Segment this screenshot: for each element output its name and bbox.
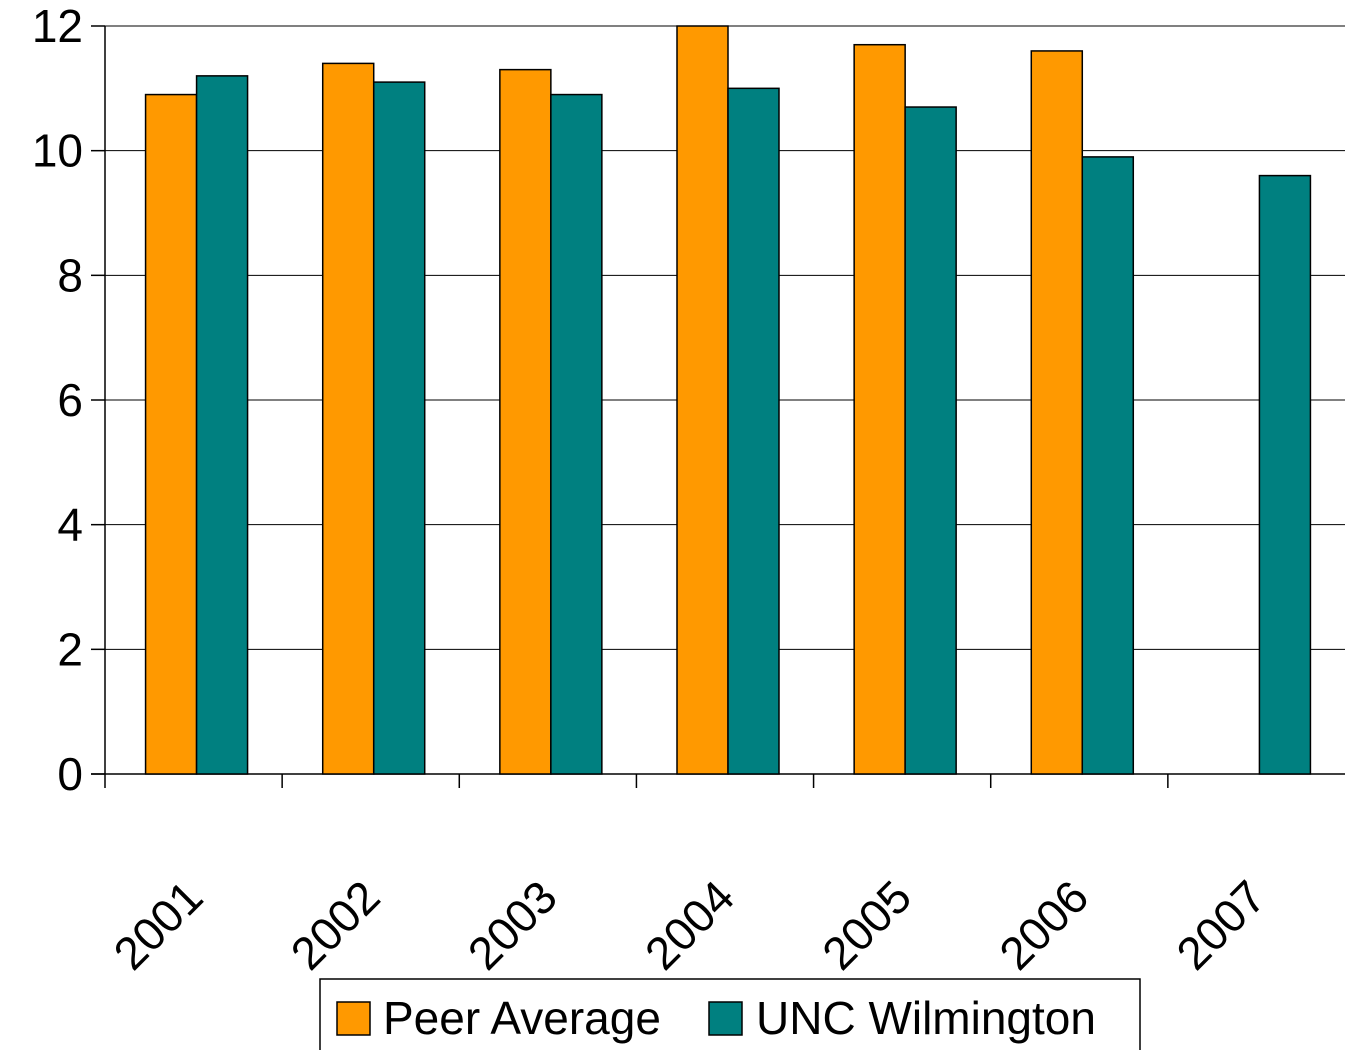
x-tick-label: 2004 — [635, 870, 744, 979]
x-tick-label: 2003 — [458, 870, 567, 979]
y-tick-label: 12 — [32, 0, 83, 52]
x-tick-label: 2007 — [1166, 870, 1275, 979]
y-tick-label: 6 — [57, 374, 83, 426]
legend-label-unc-wilmington: UNC Wilmington — [756, 992, 1096, 1044]
bars — [144, 25, 1312, 775]
bar-peer-average-2003 — [499, 68, 552, 775]
y-tick-labels: 0 2 4 6 8 10 12 — [32, 0, 83, 800]
y-tick-label: 8 — [57, 249, 83, 301]
legend: Peer Average UNC Wilmington — [319, 978, 1141, 1050]
x-tick-labels: 2001 2002 2003 2004 2005 2006 2007 — [103, 870, 1275, 979]
legend-swatch-unc-wilmington — [708, 1001, 743, 1036]
bar-unc-wilmington-2004 — [727, 87, 780, 775]
bar-unc-wilmington-2007 — [1258, 174, 1312, 775]
y-tick-label: 0 — [57, 748, 83, 800]
bar-peer-average-2005 — [853, 43, 906, 775]
y-tick-label: 4 — [57, 499, 83, 551]
bar-unc-wilmington-2005 — [904, 106, 957, 775]
bar-unc-wilmington-2002 — [372, 81, 426, 775]
bar-unc-wilmington-2003 — [550, 93, 603, 775]
bar-unc-wilmington-2006 — [1081, 156, 1135, 775]
x-tick-label: 2005 — [812, 870, 921, 979]
bar-peer-average-2001 — [144, 93, 198, 775]
bar-peer-average-2004 — [676, 25, 729, 775]
x-tick-label: 2006 — [989, 870, 1098, 979]
y-tick-label: 10 — [32, 125, 83, 177]
y-tick-label: 2 — [57, 623, 83, 675]
bar-unc-wilmington-2001 — [195, 75, 249, 775]
bar-peer-average-2006 — [1030, 50, 1084, 775]
x-tick-label: 2002 — [281, 870, 390, 979]
legend-swatch-peer-average — [336, 1001, 371, 1036]
bar-peer-average-2002 — [321, 62, 375, 775]
legend-label-peer-average: Peer Average — [383, 992, 661, 1044]
x-tick-label: 2001 — [103, 870, 212, 979]
